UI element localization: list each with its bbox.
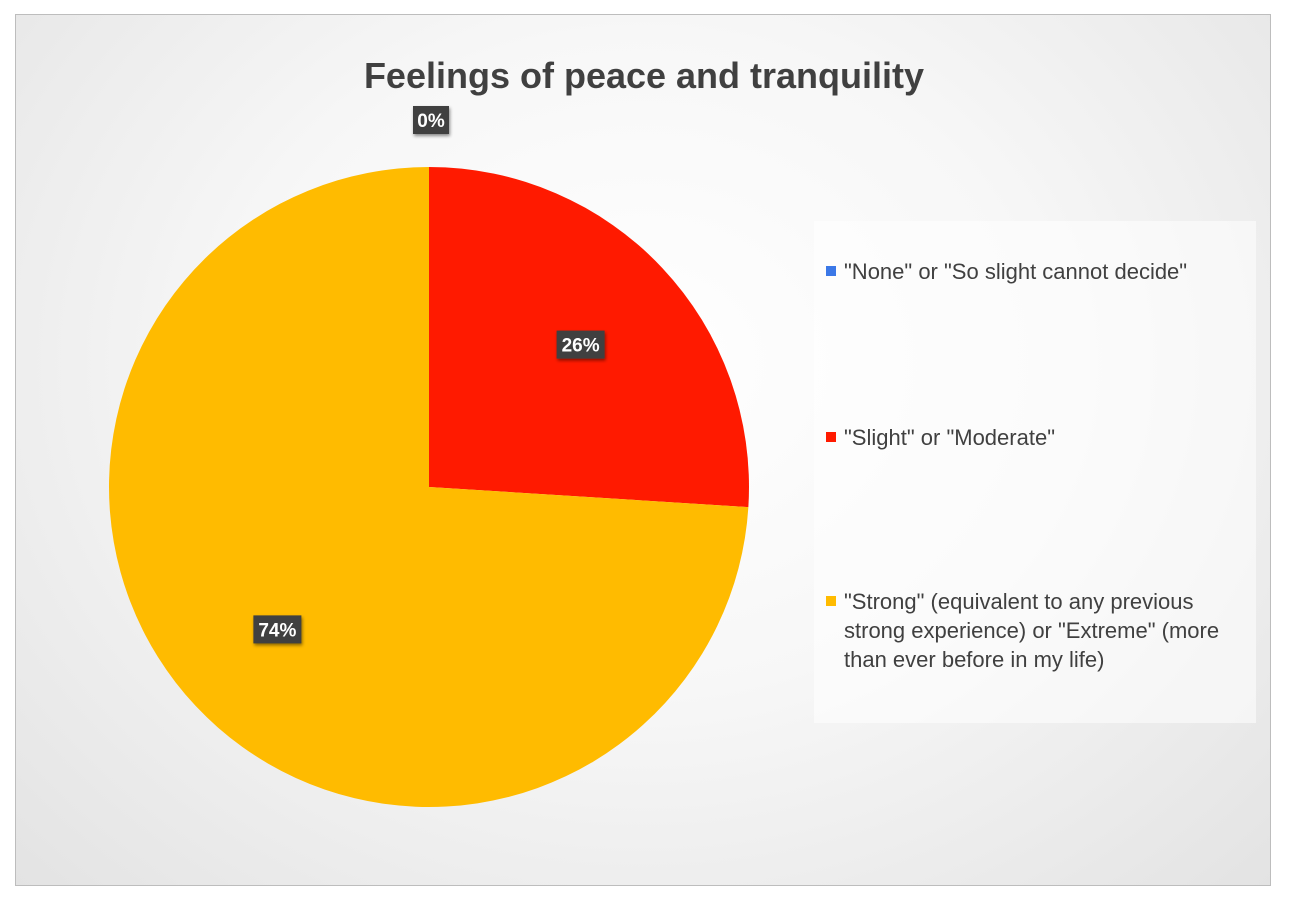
legend-label-none: "None" or "So slight cannot decide": [844, 259, 1188, 284]
legend-item-none: "None" or "So slight cannot decide": [826, 257, 1246, 286]
chart-title: Feelings of peace and tranquility: [363, 55, 925, 96]
data-label-box: [253, 615, 302, 644]
legend-label-strong: "Strong" (equivalent to any previous str…: [844, 589, 1220, 672]
data-label-box: [413, 106, 449, 134]
data-label-text: 74%: [258, 620, 296, 641]
chart-area: Feelings of peace and tranquility 0% 26% 7…: [15, 14, 1271, 886]
legend-swatch-none: [826, 266, 836, 276]
data-label-strong: 74%: [253, 615, 302, 644]
legend-swatch-strong: [826, 596, 836, 606]
data-label-text: 26%: [562, 336, 600, 357]
data-label-none: 0%: [413, 106, 449, 134]
legend-item-slight: "Slight" or "Moderate": [826, 423, 1246, 452]
legend-label-slight: "Slight" or "Moderate": [844, 425, 1055, 450]
data-label-slight: 26%: [556, 330, 605, 359]
legend-swatch-slight: [826, 432, 836, 442]
legend-item-strong: "Strong" (equivalent to any previous str…: [826, 587, 1246, 674]
pie-slice-strong: [108, 167, 749, 807]
data-label-box: [556, 330, 605, 359]
legend: "None" or "So slight cannot decide" "Sli…: [814, 221, 1256, 723]
data-label-text: 0%: [417, 111, 445, 132]
pie-chart: 0% 26% 74%: [108, 106, 749, 807]
